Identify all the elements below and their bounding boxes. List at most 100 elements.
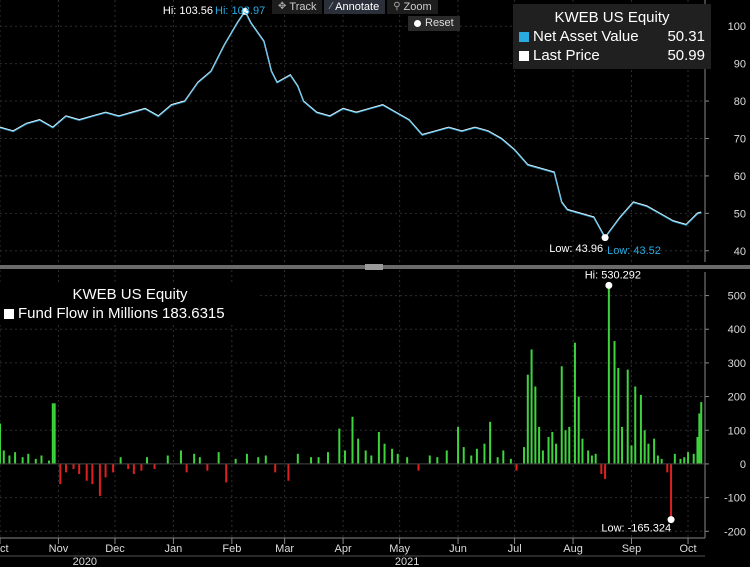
fund-flow-bar: [59, 463, 62, 485]
fund-flow-bar: [383, 443, 386, 464]
fund-flow-bar: [647, 443, 650, 464]
reset-button[interactable]: Reset: [408, 16, 460, 31]
fund-flow-bar: [234, 458, 237, 464]
fund-flow-value: 183.6315: [162, 305, 225, 322]
fund-flow-bar: [64, 463, 67, 473]
fund-flow-bar: [119, 457, 122, 464]
fund-flow-bar: [698, 413, 701, 464]
fund-flow-bar: [338, 428, 341, 464]
fund-flow-bar: [590, 455, 593, 464]
fund-flow-bar: [673, 453, 676, 464]
fund-flow-bar: [357, 438, 360, 464]
fund-flow-bar: [132, 463, 135, 475]
fund-flow-bar: [666, 463, 669, 473]
fund-flow-bar: [287, 463, 290, 481]
track-button[interactable]: ✥ Track: [272, 0, 323, 14]
month-tick-label: Jul: [508, 543, 522, 555]
fund-flow-bar: [217, 452, 220, 464]
fund-flow-bar: [489, 421, 492, 464]
magnifier-icon: ⚲: [393, 1, 401, 12]
last-price-label: Last Price: [533, 47, 600, 64]
fund-flow-bar: [515, 463, 518, 471]
pencil-icon: ⁄: [330, 1, 333, 12]
price-tick-label: 50: [734, 208, 746, 220]
fund-flow-bar: [428, 455, 431, 464]
fund-flow-label: Fund Flow in Millions: [18, 305, 159, 322]
fund-flow-bar: [656, 455, 659, 464]
fund-flow-bar: [91, 463, 94, 485]
fund-flow-bar: [225, 463, 228, 483]
fund-flow-bar: [391, 448, 394, 464]
fund-flow-bar: [264, 455, 267, 464]
chart-toolbar: ✥ Track ⁄ Annotate ⚲ Zoom: [272, 0, 438, 14]
fund-flow-bar: [274, 463, 277, 473]
fund-flow-bar: [692, 453, 695, 464]
fund-flow-bar: [634, 386, 637, 464]
fund-flow-bar: [502, 450, 505, 464]
month-tick-label: Nov: [49, 543, 69, 555]
divider-grip-icon: [365, 264, 383, 270]
fund-flow-bar: [700, 402, 703, 464]
price-tick-label: 90: [734, 59, 746, 71]
fund-flow-bar: [417, 463, 420, 471]
fund-flow-bar: [21, 457, 24, 464]
nav-label: Net Asset Value: [533, 28, 639, 45]
fund-flow-bar: [564, 430, 567, 464]
bottom-legend-title: KWEB US Equity: [72, 286, 188, 303]
fund-flow-bar: [560, 366, 563, 464]
fund-flow-bar: [496, 457, 499, 464]
fund-flow-swatch: [4, 308, 14, 319]
month-tick-label: Oct: [0, 543, 9, 555]
fund-flow-bar: [406, 457, 409, 464]
fund-flow-bar: [396, 453, 399, 464]
fund-flow-bar: [509, 458, 512, 464]
month-tick-label: Feb: [222, 543, 241, 555]
flow-low-label: Low: -165.324: [601, 523, 671, 535]
fund-flow-bar: [530, 349, 533, 464]
nav-hi-label: Hi: 103.97: [215, 5, 265, 17]
month-tick-label: Jun: [449, 543, 467, 555]
fund-flow-bar: [51, 403, 54, 464]
price-tick-label: 70: [734, 133, 746, 145]
month-tick-label: Jan: [165, 543, 183, 555]
price-hi-marker: [241, 7, 249, 15]
top-legend-title: KWEB US Equity: [554, 9, 670, 26]
flow-hi-label: Hi: 530.292: [585, 269, 641, 281]
fund-flow-bar: [343, 450, 346, 464]
month-tick-label: Sep: [622, 543, 642, 555]
flow-tick-label: -200: [724, 526, 746, 538]
legend-item-last-price: Last Price 50.99: [519, 46, 705, 65]
zoom-button[interactable]: ⚲ Zoom: [387, 0, 438, 14]
fund-flow-bar: [166, 455, 169, 464]
fund-flow-bar: [462, 447, 465, 464]
fund-flow-bar: [621, 426, 624, 464]
fund-flow-bar: [0, 423, 1, 464]
fund-flow-bar: [377, 431, 380, 464]
price-tick-label: 40: [734, 246, 746, 258]
nav-swatch: [519, 31, 529, 42]
flow-tick-label: 300: [728, 358, 746, 370]
fund-flow-bar: [78, 463, 81, 475]
fund-flow-bar: [14, 452, 17, 464]
fund-flow-bar: [445, 450, 448, 464]
crosshair-icon: ✥: [278, 1, 287, 12]
fund-flow-bar: [140, 463, 143, 471]
fund-flow-bar: [587, 450, 590, 464]
fund-flow-bar: [8, 455, 11, 464]
annotate-button[interactable]: ⁄ Annotate: [324, 0, 386, 14]
month-tick-label: Aug: [563, 543, 583, 555]
fund-flow-bar: [206, 463, 209, 471]
fund-flow-bar: [643, 430, 646, 464]
fund-flow-bar: [310, 457, 313, 464]
year-tick-label: 2021: [395, 556, 419, 567]
fund-flow-bar: [475, 448, 478, 464]
fund-flow-bar: [127, 463, 130, 469]
nav-line: [0, 10, 702, 240]
price-low-marker: [601, 234, 609, 242]
price-tick-label: 80: [734, 96, 746, 108]
fund-flow-bar: [613, 341, 616, 464]
fund-flow-bar: [257, 457, 260, 464]
fund-flow-bar: [112, 463, 115, 473]
fund-flow-bar: [436, 457, 439, 464]
